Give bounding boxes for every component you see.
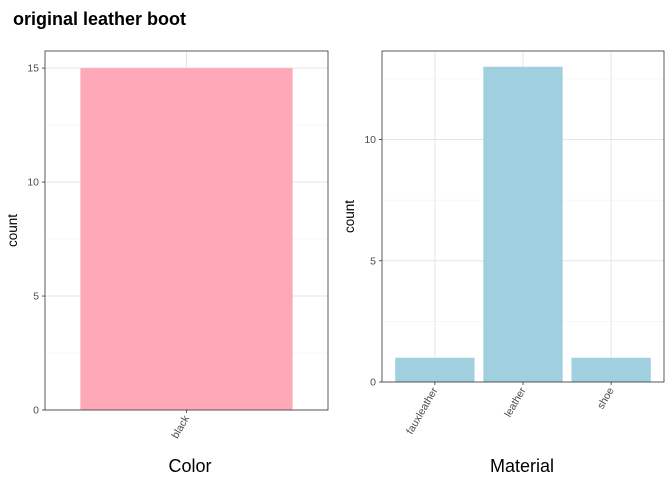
x-tick-label: shoe	[595, 385, 617, 411]
chart-panel-2: 0 5 10 fauxleather leather shoe Material count	[342, 50, 665, 476]
y-tick-label: 5	[370, 255, 376, 267]
bar-fauxleather	[395, 357, 475, 382]
y-axis-title: count	[5, 214, 20, 247]
y-tick-label: 0	[370, 377, 376, 389]
x-tick-label: black	[169, 413, 192, 441]
y-tick-label: 5	[33, 291, 39, 303]
bar-black	[80, 68, 293, 410]
x-axis-title: Material	[490, 456, 554, 476]
bar-shoe	[571, 357, 651, 382]
x-tick-label: leather	[502, 385, 529, 419]
figure-title: original leather boot	[13, 9, 187, 29]
y-tick-label: 15	[27, 63, 39, 75]
chart-panel-1: 0 5 10 15 black Color count	[5, 50, 329, 476]
y-tick-label: 10	[27, 177, 39, 189]
x-tick-label: fauxleather	[404, 385, 441, 436]
x-axis-title: Color	[168, 456, 211, 476]
y-tick-label: 10	[364, 134, 376, 146]
y-axis-title: count	[342, 200, 357, 233]
bar-leather	[483, 66, 563, 382]
y-tick-label: 0	[33, 405, 39, 417]
